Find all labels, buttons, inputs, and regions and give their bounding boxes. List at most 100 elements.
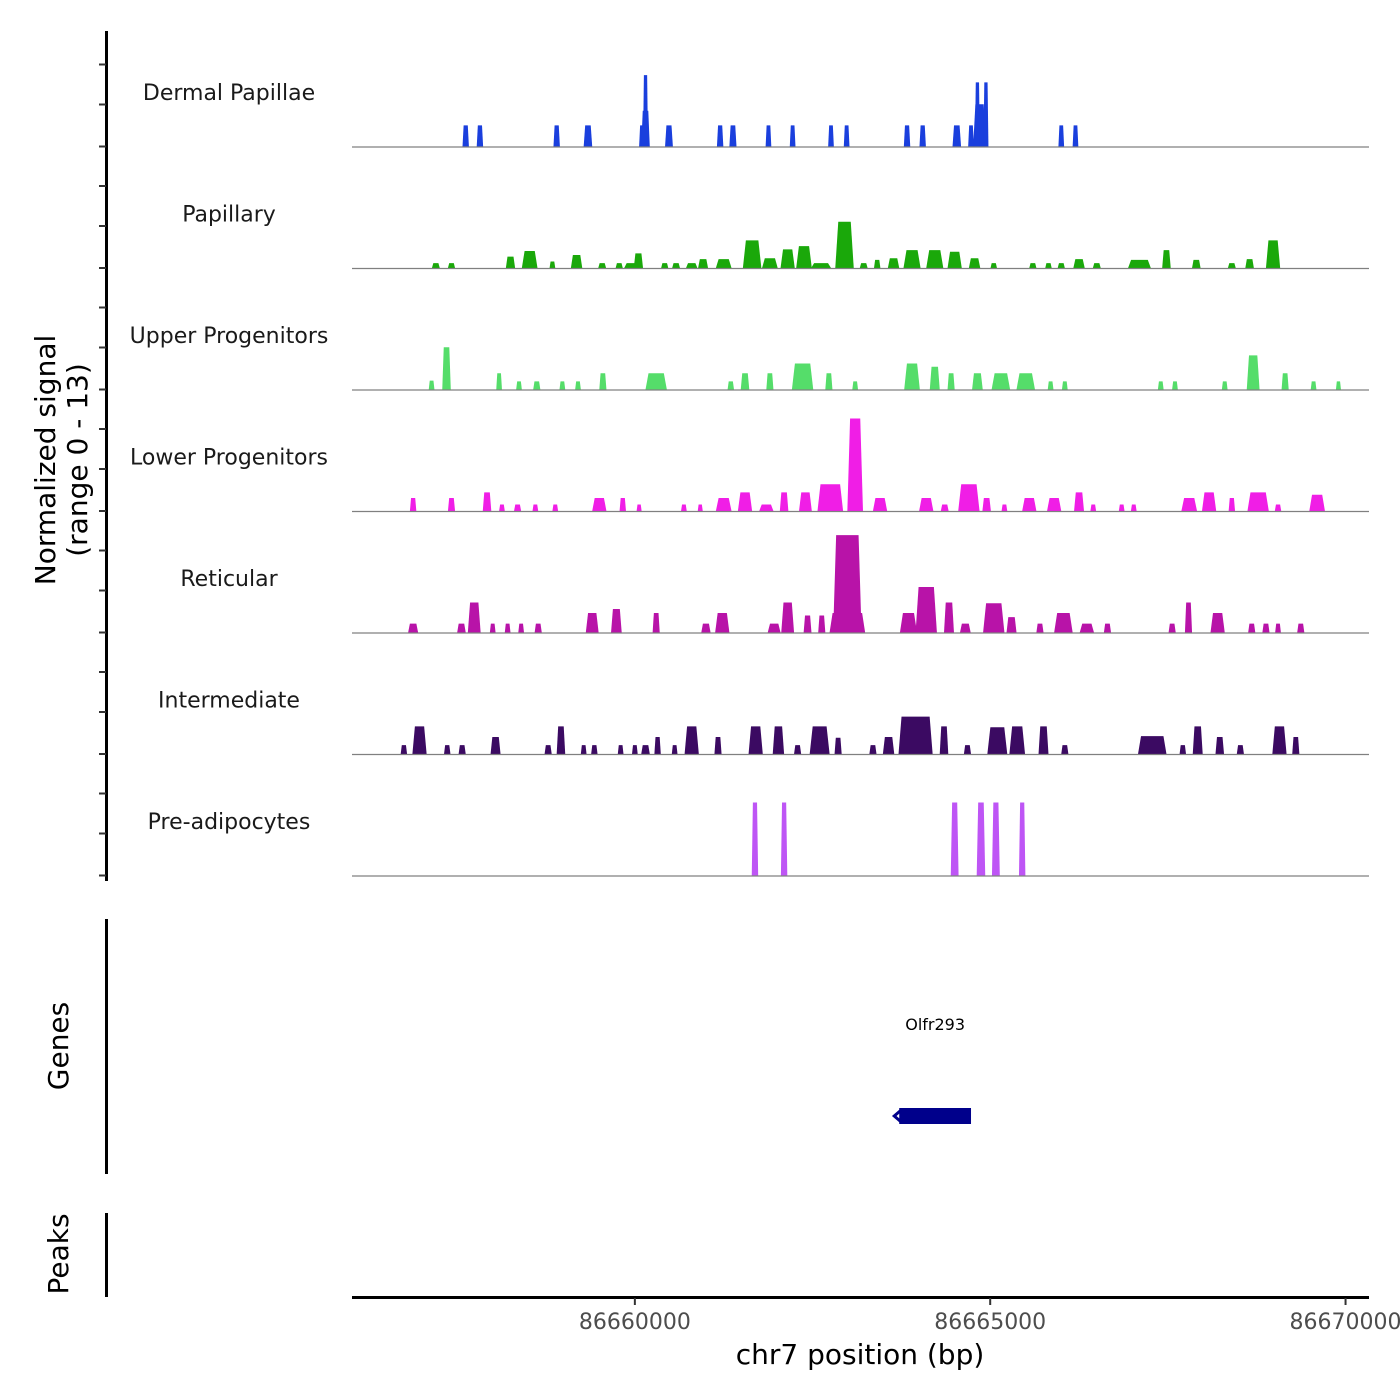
signal-peak	[799, 492, 812, 511]
signal-peak	[963, 745, 972, 754]
signal-peak	[715, 498, 732, 511]
signal-peak	[779, 492, 789, 511]
signal-peak	[499, 504, 505, 511]
signal-peak	[556, 726, 566, 754]
signal-peak	[489, 623, 496, 633]
signal-peak	[1274, 504, 1282, 511]
signal-peak	[959, 623, 971, 633]
signal-peak	[1128, 259, 1151, 268]
signal-peak	[991, 802, 1000, 876]
signal-peak	[575, 381, 581, 390]
signal-peak	[939, 726, 949, 754]
signal-peak	[516, 381, 522, 390]
signal-peak	[462, 125, 469, 147]
track-papillary: Papillary	[182, 203, 1369, 270]
signal-peak	[929, 366, 940, 390]
signal-peak	[811, 263, 832, 268]
signal-peak	[715, 259, 732, 268]
track-label: Dermal Papillae	[143, 81, 315, 106]
signal-peak	[1310, 381, 1317, 390]
genes-panel-title: Genes	[42, 1002, 75, 1090]
signal-peak	[552, 504, 559, 511]
signal-peak	[1201, 492, 1217, 511]
y-axis-ticks	[99, 63, 106, 877]
signal-peak	[947, 373, 955, 390]
signal-peak	[1265, 240, 1281, 268]
signal-peak	[1073, 259, 1085, 268]
peaks-panel: Peaks	[42, 1213, 108, 1297]
signal-peak	[1130, 504, 1137, 511]
signal-peak	[619, 498, 626, 511]
signal-peak	[1029, 263, 1037, 268]
signal-peak	[1016, 373, 1035, 390]
signal-peak	[1162, 250, 1171, 268]
signal-peak	[482, 492, 492, 511]
signal-peak	[781, 602, 795, 633]
signal-peak	[817, 484, 844, 511]
signal-peak	[1074, 492, 1085, 511]
signal-peak	[496, 373, 502, 390]
signal-peak	[532, 504, 539, 511]
signal-peak	[794, 745, 802, 754]
track-label: Intermediate	[158, 689, 300, 714]
signal-peak	[1058, 125, 1065, 147]
signal-peak	[1079, 623, 1094, 633]
signal-peak	[1090, 504, 1097, 511]
signal-peak	[740, 373, 750, 390]
signal-peak	[950, 802, 959, 876]
signal-peak	[828, 125, 834, 147]
signal-peak	[672, 263, 680, 268]
y-axis-title-line2: (range 0 - 13)	[61, 363, 94, 557]
signal-peak	[869, 745, 877, 754]
signal-peak	[1292, 736, 1300, 754]
signal-peak	[947, 251, 962, 268]
signal-peak	[1138, 736, 1167, 754]
gene-label: Olfr293	[905, 1015, 965, 1034]
signal-peak	[834, 737, 842, 754]
signal-peak	[882, 736, 895, 754]
signal-peak	[1184, 602, 1193, 633]
coverage-tracks: Dermal Papillae Papillary Upper Progenitor…	[130, 75, 1369, 877]
signal-peak	[641, 110, 650, 147]
signal-peak	[1248, 623, 1256, 633]
track-label: Lower Progenitors	[130, 446, 328, 471]
signal-peak	[767, 623, 781, 633]
signal-peak	[559, 381, 566, 390]
signal-peak	[476, 125, 484, 147]
signal-peak	[762, 258, 778, 268]
track-lower-progenitors: Lower Progenitors	[130, 418, 1369, 513]
signal-peak	[636, 504, 642, 511]
signal-peak	[968, 258, 981, 268]
signal-peak	[615, 263, 623, 268]
signal-peak	[504, 623, 511, 633]
signal-peak	[852, 381, 859, 390]
signal-peak	[833, 535, 862, 633]
signal-peak	[654, 736, 661, 754]
signal-peak	[1246, 355, 1260, 390]
signal-peak	[698, 259, 709, 268]
signal-peak	[898, 716, 933, 754]
signal-peak	[583, 125, 593, 147]
signal-peak	[940, 504, 949, 511]
y-axis-title: Normalized signal (range 0 - 13)	[29, 335, 94, 586]
signal-peak	[1047, 381, 1054, 390]
signal-peak	[829, 613, 866, 633]
signal-peak	[780, 249, 795, 268]
signal-peak	[809, 726, 830, 754]
signal-peak	[1245, 259, 1254, 268]
signal-peak	[697, 504, 703, 511]
signal-peak	[617, 745, 624, 754]
signal-peak	[1275, 623, 1281, 633]
signal-peak	[444, 745, 451, 754]
x-axis-title: chr7 position (bp)	[736, 1338, 985, 1371]
signal-peak	[652, 613, 660, 633]
signal-peak	[447, 498, 456, 511]
signal-peak	[467, 602, 481, 633]
signal-peak	[447, 263, 456, 268]
signal-peak	[742, 240, 762, 268]
signal-peak	[1103, 623, 1112, 633]
signal-peak	[632, 745, 638, 754]
signal-peak	[789, 125, 796, 147]
signal-peak	[534, 623, 542, 633]
signal-peak	[919, 125, 926, 147]
